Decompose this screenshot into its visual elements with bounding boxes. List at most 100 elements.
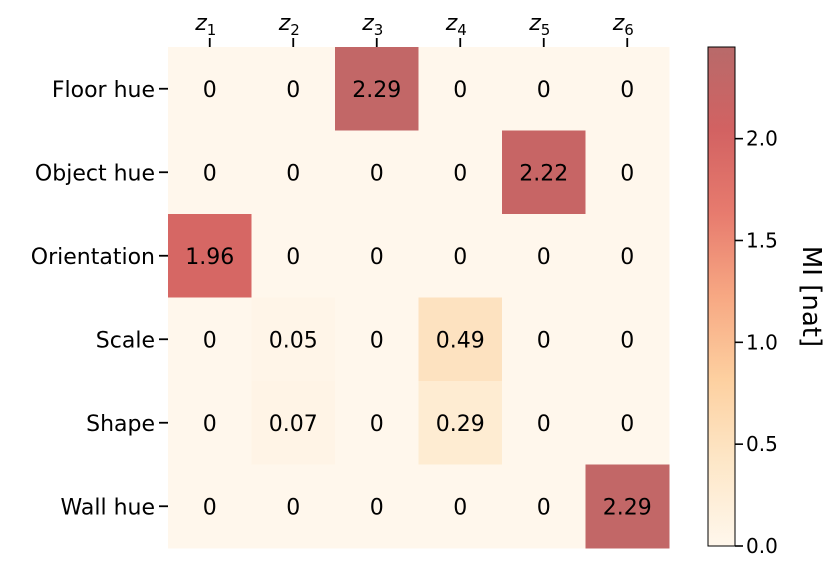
cell-value-label: 0 bbox=[286, 78, 300, 103]
cell-value-label: 2.22 bbox=[519, 161, 568, 186]
cell-value-label: 0 bbox=[620, 78, 634, 103]
heatmap-cell-r0-c5 bbox=[585, 47, 670, 131]
heatmap-cell-r0-c4 bbox=[502, 47, 586, 131]
heatmap-cell-r5-c1 bbox=[251, 464, 336, 549]
x-tick-label: z6 bbox=[612, 11, 634, 39]
cell-value-label: 0 bbox=[203, 78, 217, 103]
cell-value-label: 0 bbox=[203, 161, 217, 186]
y-tick-label: Object hue bbox=[35, 161, 155, 186]
x-tick-label-base: z bbox=[445, 11, 458, 36]
x-axis: z1 z2 z3 z4 z5 z6 bbox=[194, 11, 634, 47]
heatmap-cell-r2-c3 bbox=[418, 214, 503, 298]
colorbar-tick-label: 1.0 bbox=[746, 330, 778, 354]
heatmap-cell-r4-c2 bbox=[335, 381, 419, 465]
heatmap-cell-r0-c1 bbox=[251, 47, 336, 131]
heatmap-cell-r2-c1 bbox=[251, 214, 336, 298]
cell-value-label: 2.29 bbox=[352, 78, 401, 103]
heatmap-cell-r3-c4 bbox=[502, 297, 586, 382]
x-tick-label: z3 bbox=[361, 11, 383, 39]
heatmap-cell-r2-c2 bbox=[335, 214, 419, 298]
y-tick-label: Scale bbox=[96, 328, 155, 353]
heatmap-cell-r3-c5 bbox=[585, 297, 670, 382]
cell-value-label: 0 bbox=[453, 245, 467, 270]
cell-value-label: 0 bbox=[537, 495, 551, 520]
y-tick-label: Wall hue bbox=[61, 495, 155, 520]
cell-value-label: 0 bbox=[203, 412, 217, 437]
x-tick-label-subscript: 6 bbox=[624, 21, 634, 39]
cell-value-label: 0 bbox=[370, 328, 384, 353]
cell-value-label: 0 bbox=[453, 78, 467, 103]
cell-value-label: 2.29 bbox=[603, 495, 652, 520]
heatmap-cell-r4-c3 bbox=[418, 381, 503, 465]
heatmap-cell-r0-c3 bbox=[418, 47, 503, 131]
cell-value-label: 0 bbox=[203, 328, 217, 353]
cell-value-label: 0 bbox=[370, 245, 384, 270]
cell-value-label: 0 bbox=[537, 328, 551, 353]
cell-value-label: 0 bbox=[620, 161, 634, 186]
heatmap-cell-r0-c0 bbox=[168, 47, 252, 131]
cell-value-label: 0 bbox=[370, 412, 384, 437]
heatmap-cell-r1-c4 bbox=[502, 130, 586, 215]
cell-value-label: 0 bbox=[453, 161, 467, 186]
cell-value-label: 0 bbox=[370, 495, 384, 520]
y-axis: Floor hue Object hue Orientation Scale Shape… bbox=[31, 78, 168, 520]
heatmap-cell-r0-c2 bbox=[335, 47, 419, 131]
colorbar-tick-label: 0.0 bbox=[746, 534, 778, 558]
cell-value-label: 0 bbox=[203, 495, 217, 520]
x-tick-label: z4 bbox=[445, 11, 467, 39]
x-tick-label: z2 bbox=[278, 11, 300, 39]
cell-value-label: 0.49 bbox=[436, 328, 485, 353]
colorbar-ticks: 0.0 0.5 1.0 1.5 2.0 bbox=[735, 127, 778, 558]
heatmap-cell-r5-c2 bbox=[335, 464, 419, 549]
cell-value-label: 0 bbox=[286, 245, 300, 270]
heatmap-cell-r3-c1 bbox=[251, 297, 336, 382]
heatmap-cell-r3-c3 bbox=[418, 297, 503, 382]
cell-value-label: 0.07 bbox=[269, 412, 318, 437]
colorbar-tick-label: 1.5 bbox=[746, 228, 778, 252]
x-tick-label-base: z bbox=[194, 11, 207, 36]
x-tick-label: z1 bbox=[194, 11, 216, 39]
colorbar-tick-label: 2.0 bbox=[746, 127, 778, 151]
x-tick-label: z5 bbox=[528, 11, 550, 39]
heatmap-cell-r1-c0 bbox=[168, 130, 252, 215]
heatmap-cell-r2-c5 bbox=[585, 214, 670, 298]
x-tick-label-subscript: 1 bbox=[207, 21, 217, 39]
cell-value-label: 0 bbox=[537, 245, 551, 270]
x-tick-label-subscript: 4 bbox=[457, 21, 467, 39]
heatmap-cell-r5-c4 bbox=[502, 464, 586, 549]
heatmap-cell-r5-c3 bbox=[418, 464, 503, 549]
cell-value-label: 0 bbox=[620, 412, 634, 437]
heatmap-cell-r4-c4 bbox=[502, 381, 586, 465]
heatmap-cell-r4-c5 bbox=[585, 381, 670, 465]
x-tick-label-subscript: 5 bbox=[541, 21, 551, 39]
colorbar-label: MI [nat] bbox=[796, 246, 826, 347]
heatmap-cell-r1-c5 bbox=[585, 130, 670, 215]
heatmap-cell-r5-c0 bbox=[168, 464, 252, 549]
heatmap-cell-r1-c1 bbox=[251, 130, 336, 215]
heatmap-cell-r1-c3 bbox=[418, 130, 503, 215]
cell-value-label: 0 bbox=[286, 495, 300, 520]
cell-value-label: 0 bbox=[537, 78, 551, 103]
colorbar-gradient bbox=[707, 46, 736, 547]
x-tick-label-base: z bbox=[278, 11, 291, 36]
heatmap-cell-r4-c1 bbox=[251, 381, 336, 465]
y-tick-label: Orientation bbox=[31, 245, 155, 270]
cell-value-label: 0 bbox=[286, 161, 300, 186]
cell-value-label: 0 bbox=[537, 412, 551, 437]
heatmap-cell-labels: 0 0 2.29 0 0 0 0 0 0 0 2.22 0 1.96 0 0 0 0 0 0 0.05 0 0.49 0 0 0… bbox=[185, 78, 651, 521]
x-tick-label-base: z bbox=[528, 11, 541, 36]
heatmap-cells bbox=[168, 47, 670, 549]
cell-value-label: 0 bbox=[453, 495, 467, 520]
x-tick-label-subscript: 3 bbox=[374, 21, 384, 39]
cell-value-label: 0.29 bbox=[436, 412, 485, 437]
colorbar: 0.0 0.5 1.0 1.5 2.0 MI [nat] bbox=[707, 46, 826, 558]
colorbar-tick-label: 0.5 bbox=[746, 432, 778, 456]
heatmap-cell-r1-c2 bbox=[335, 130, 419, 215]
heatmap-cell-r3-c0 bbox=[168, 297, 252, 382]
cell-value-label: 0 bbox=[620, 245, 634, 270]
heatmap-cell-r4-c0 bbox=[168, 381, 252, 465]
heatmap-cell-r2-c0 bbox=[168, 214, 252, 298]
cell-value-label: 0.05 bbox=[269, 328, 318, 353]
x-tick-label-subscript: 2 bbox=[290, 21, 300, 39]
